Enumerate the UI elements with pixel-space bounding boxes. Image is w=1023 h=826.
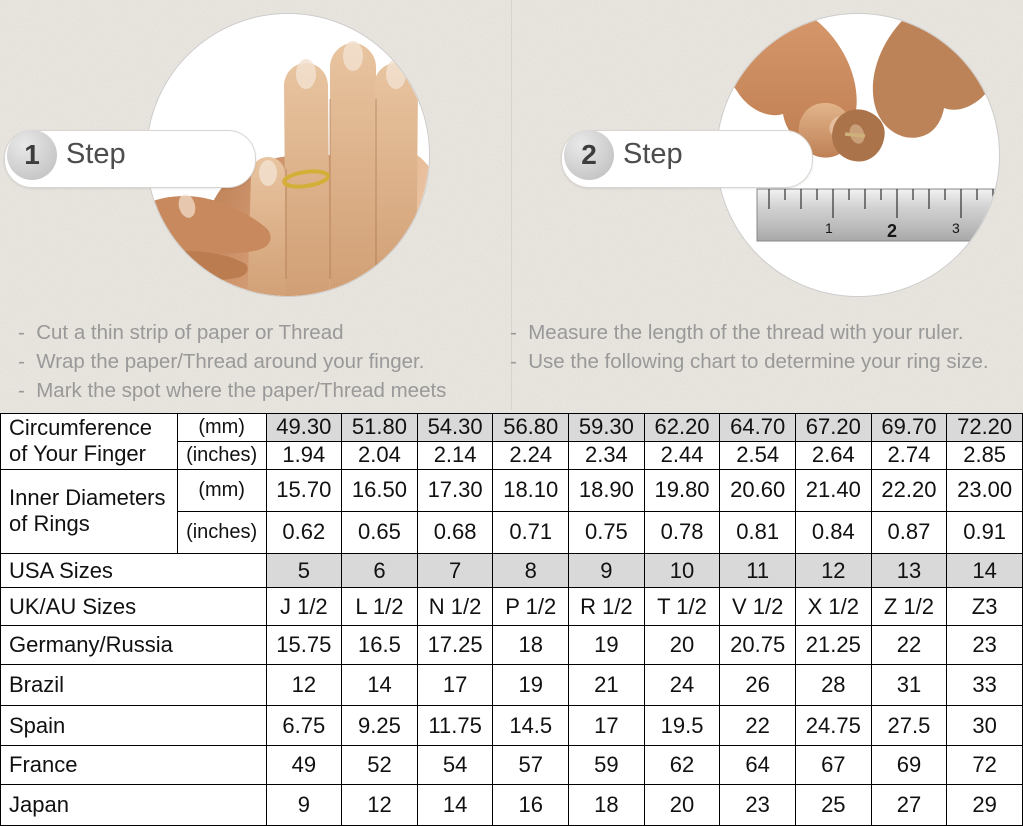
- svg-text:3: 3: [952, 220, 960, 236]
- svg-text:2: 2: [887, 221, 897, 241]
- svg-text:1: 1: [825, 220, 833, 236]
